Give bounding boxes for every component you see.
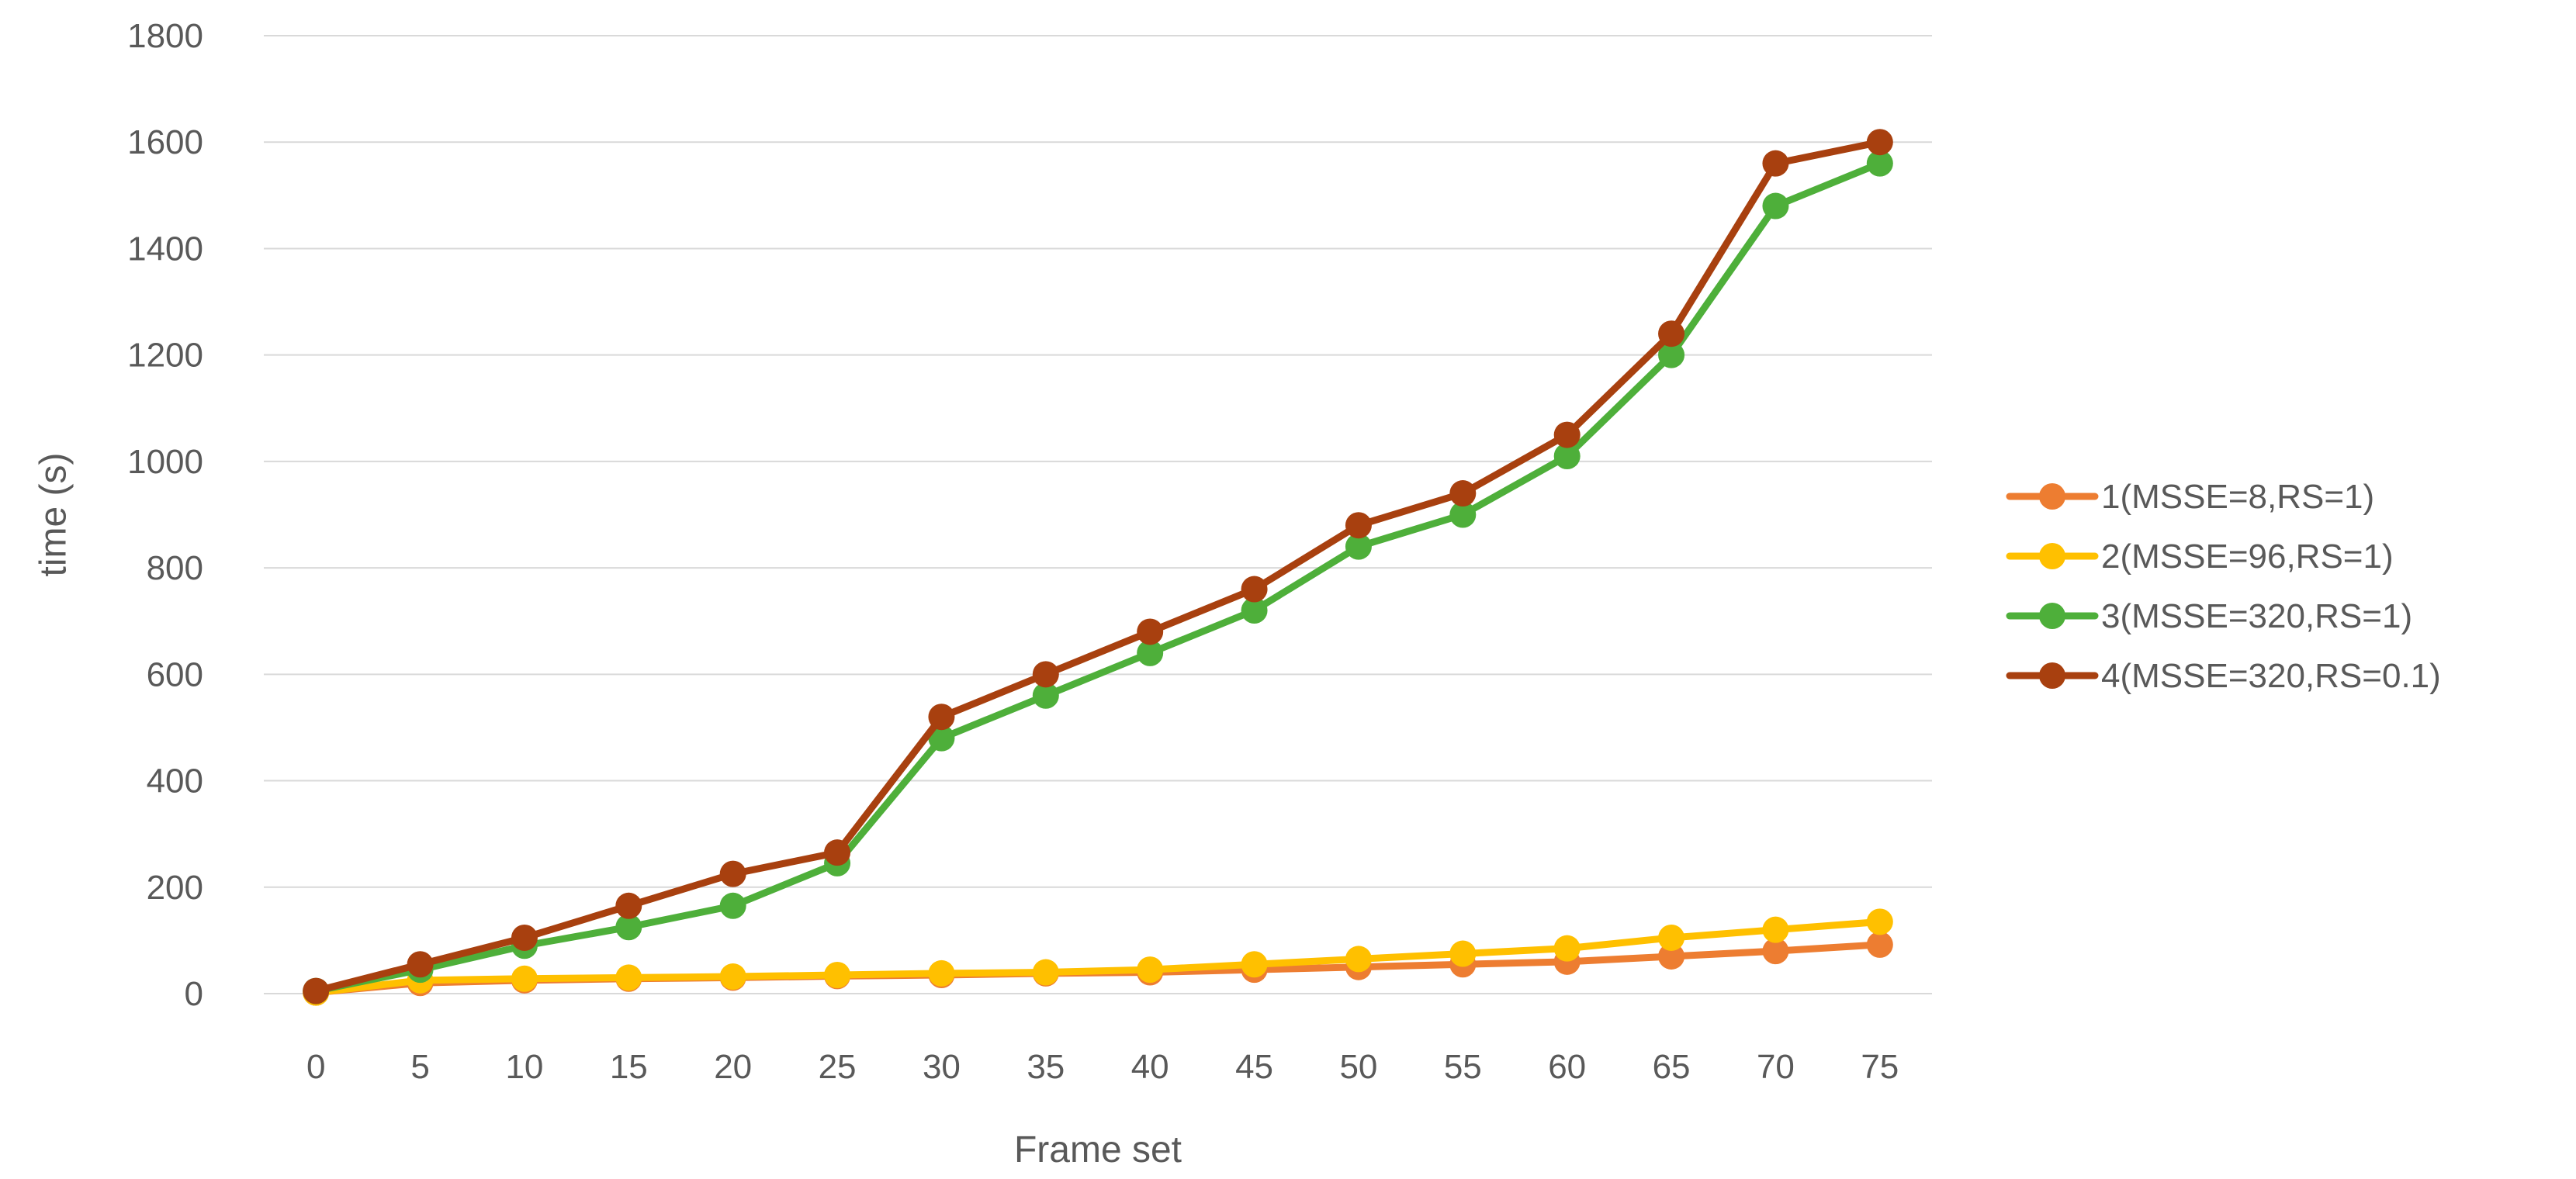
data-point: [1032, 661, 1059, 688]
x-axis-title: Frame set: [1014, 1129, 1182, 1170]
x-axis-ticks: 0 5 10 15 20 25 30 35 40 45 50 55 60 65 70 75: [306, 1048, 1899, 1086]
data-point: [1762, 938, 1789, 965]
y-tick-label: 1200: [127, 337, 203, 375]
data-point: [1137, 639, 1164, 666]
data-point: [1553, 421, 1581, 448]
data-point: [1345, 533, 1372, 560]
x-tick-label: 30: [923, 1048, 961, 1086]
data-point: [1866, 931, 1893, 958]
x-tick-label: 10: [505, 1048, 543, 1086]
data-point: [1658, 320, 1685, 347]
data-point: [511, 965, 538, 992]
x-tick-label: 60: [1548, 1048, 1586, 1086]
legend-label: 2(MSSE=96,RS=1): [2101, 538, 2394, 576]
data-point: [928, 704, 955, 731]
data-point: [1658, 942, 1685, 970]
x-tick-label: 40: [1131, 1048, 1169, 1086]
y-tick-label: 1400: [127, 230, 203, 268]
series-3: [303, 150, 1893, 1004]
legend-label: 1(MSSE=8,RS=1): [2101, 478, 2374, 516]
legend-swatch-marker: [2039, 483, 2065, 510]
data-point: [1241, 576, 1268, 603]
x-tick-label: 45: [1235, 1048, 1273, 1086]
y-tick-label: 600: [147, 655, 203, 693]
x-tick-label: 70: [1757, 1048, 1795, 1086]
y-axis-title: time (s): [33, 453, 74, 577]
data-point: [1032, 959, 1059, 986]
y-tick-label: 200: [147, 869, 203, 907]
data-point: [1762, 916, 1789, 943]
data-point: [1137, 618, 1164, 645]
data-point: [824, 839, 851, 866]
data-point: [1345, 512, 1372, 539]
data-point: [719, 963, 746, 991]
series-4: [303, 129, 1893, 1004]
legend-item: 4(MSSE=320,RS=0.1): [2006, 657, 2441, 695]
y-tick-label: 800: [147, 549, 203, 587]
data-point: [719, 860, 746, 887]
y-tick-label: 1600: [127, 123, 203, 161]
data-point: [303, 977, 330, 1004]
data-point: [1866, 129, 1893, 156]
data-point: [719, 892, 746, 919]
data-point: [1449, 501, 1477, 528]
data-point: [615, 892, 642, 919]
legend-label: 3(MSSE=320,RS=1): [2101, 597, 2412, 635]
data-point: [1658, 924, 1685, 951]
series-line: [312, 160, 1884, 995]
data-point: [1345, 946, 1372, 973]
y-tick-label: 400: [147, 762, 203, 800]
data-point: [407, 951, 434, 978]
data-point: [1553, 443, 1581, 470]
series-line: [312, 138, 1884, 995]
x-tick-label: 15: [610, 1048, 648, 1086]
data-point: [1137, 956, 1164, 984]
data-point: [511, 924, 538, 951]
y-tick-label: 1800: [127, 17, 203, 55]
data-point: [1449, 480, 1477, 507]
y-tick-label: 0: [185, 975, 203, 1013]
x-tick-label: 20: [714, 1048, 752, 1086]
data-point: [1762, 150, 1789, 177]
data-point: [1866, 150, 1893, 177]
legend-label: 4(MSSE=320,RS=0.1): [2101, 657, 2441, 695]
x-tick-label: 35: [1027, 1048, 1065, 1086]
x-tick-label: 75: [1861, 1048, 1899, 1086]
data-point: [1449, 940, 1477, 967]
data-point: [1762, 192, 1789, 220]
data-point: [1866, 908, 1893, 935]
legend: 1(MSSE=8,RS=1) 2(MSSE=96,RS=1) 3(MSSE=320,…: [2006, 478, 2441, 695]
legend-item: 1(MSSE=8,RS=1): [2006, 478, 2374, 516]
y-axis-ticks: 0 200 400 600 800 1000 1200 1400 1600 1800: [127, 17, 203, 1013]
data-point: [1658, 341, 1685, 368]
data-point: [1241, 597, 1268, 624]
x-tick-label: 50: [1339, 1048, 1377, 1086]
legend-swatch-marker: [2039, 543, 2065, 569]
data-point: [928, 724, 955, 752]
data-point: [1241, 951, 1268, 978]
x-tick-label: 0: [306, 1048, 325, 1086]
series-line: [312, 918, 1884, 997]
legend-item: 3(MSSE=320,RS=1): [2006, 597, 2412, 635]
x-tick-label: 5: [410, 1048, 429, 1086]
data-point: [928, 959, 955, 987]
data-point: [615, 914, 642, 941]
data-point: [1553, 935, 1581, 962]
legend-item: 2(MSSE=96,RS=1): [2006, 538, 2394, 576]
legend-swatch-marker: [2039, 662, 2065, 689]
x-tick-label: 55: [1444, 1048, 1482, 1086]
x-tick-label: 25: [819, 1048, 857, 1086]
legend-swatch-marker: [2039, 603, 2065, 629]
y-tick-label: 1000: [127, 443, 203, 481]
data-point: [615, 964, 642, 991]
plot-series: [303, 129, 1893, 1006]
data-point: [824, 961, 851, 988]
x-tick-label: 65: [1653, 1048, 1691, 1086]
gridlines: [264, 35, 1932, 994]
data-point: [1032, 682, 1059, 709]
